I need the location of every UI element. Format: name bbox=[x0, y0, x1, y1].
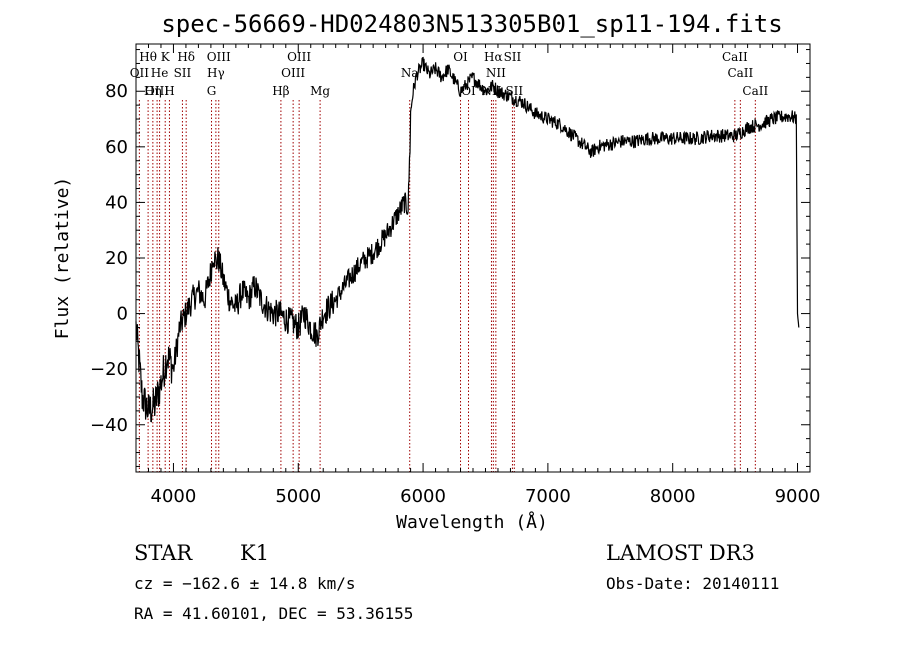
spectral-line-label: CaII bbox=[727, 66, 753, 80]
y-tick-label: 0 bbox=[117, 304, 128, 325]
spectral-line-label: NII bbox=[486, 66, 506, 80]
spectral-line-label: K bbox=[161, 50, 171, 64]
y-tick-label: 60 bbox=[105, 137, 128, 158]
redshift-velocity: cz = −162.6 ± 14.8 km/s bbox=[134, 574, 356, 593]
x-axis-label: Wavelength (Å) bbox=[396, 511, 548, 533]
spectral-line-markers bbox=[138, 100, 756, 472]
spectral-line-label: Hβ bbox=[272, 84, 289, 98]
y-tick-label: 20 bbox=[105, 248, 128, 269]
y-axis-ticks: −40 −20 0 20 40 60 80 bbox=[90, 49, 810, 467]
spectral-line-label: CaII bbox=[722, 50, 748, 64]
spectral-line-label: Hγ bbox=[207, 66, 225, 80]
spectral-line-label: OIII bbox=[145, 84, 169, 98]
spectral-line-label: He bbox=[151, 66, 169, 80]
spectral-line-label: SII bbox=[174, 66, 192, 80]
x-tick-label: 4000 bbox=[151, 486, 197, 507]
spectral-line-label: Hδ bbox=[177, 50, 195, 64]
spectrum-line bbox=[135, 56, 800, 423]
x-tick-label: 5000 bbox=[275, 486, 321, 507]
spectral-line-label: SII bbox=[504, 50, 522, 64]
y-tick-label: 80 bbox=[105, 81, 128, 102]
spectral-line-label: Hθ bbox=[139, 50, 157, 64]
spectral-line-label: OIII bbox=[281, 66, 305, 80]
x-tick-label: 6000 bbox=[400, 486, 446, 507]
y-tick-label: 40 bbox=[105, 192, 128, 213]
chart-title: spec-56669-HD024803N513305B01_sp11-194.f… bbox=[161, 10, 782, 38]
spectral-line-label: OII bbox=[130, 66, 150, 80]
spectral-line-label: OIII bbox=[287, 50, 311, 64]
spectral-line-label: CaII bbox=[742, 84, 768, 98]
object-class: STAR bbox=[134, 541, 193, 565]
spectral-line-label: H bbox=[164, 84, 174, 98]
spectral-line-label: Na bbox=[401, 66, 419, 80]
spectral-line-label: Hη bbox=[144, 84, 162, 98]
observation-date: Obs-Date: 20140111 bbox=[606, 574, 779, 593]
coordinates: RA = 41.60101, DEC = 53.36155 bbox=[134, 604, 413, 623]
x-tick-label: 9000 bbox=[775, 486, 821, 507]
x-tick-label: 8000 bbox=[650, 486, 696, 507]
y-tick-label: −20 bbox=[90, 359, 128, 380]
spectral-line-label: OI bbox=[453, 50, 468, 64]
spectral-line-label: OIII bbox=[207, 50, 231, 64]
x-tick-label: 7000 bbox=[525, 486, 571, 507]
spectral-line-label: Mg bbox=[310, 84, 330, 98]
x-axis-ticks: 4000 5000 6000 7000 8000 9000 bbox=[147, 44, 821, 507]
object-subclass: K1 bbox=[240, 541, 269, 565]
spectral-line-label: G bbox=[207, 84, 217, 98]
y-axis-label: Flux (relative) bbox=[52, 177, 73, 340]
spectral-line-label: Hα bbox=[484, 50, 503, 64]
survey-name: LAMOST DR3 bbox=[606, 541, 755, 565]
y-tick-label: −40 bbox=[90, 415, 128, 436]
plot-frame bbox=[135, 43, 811, 473]
